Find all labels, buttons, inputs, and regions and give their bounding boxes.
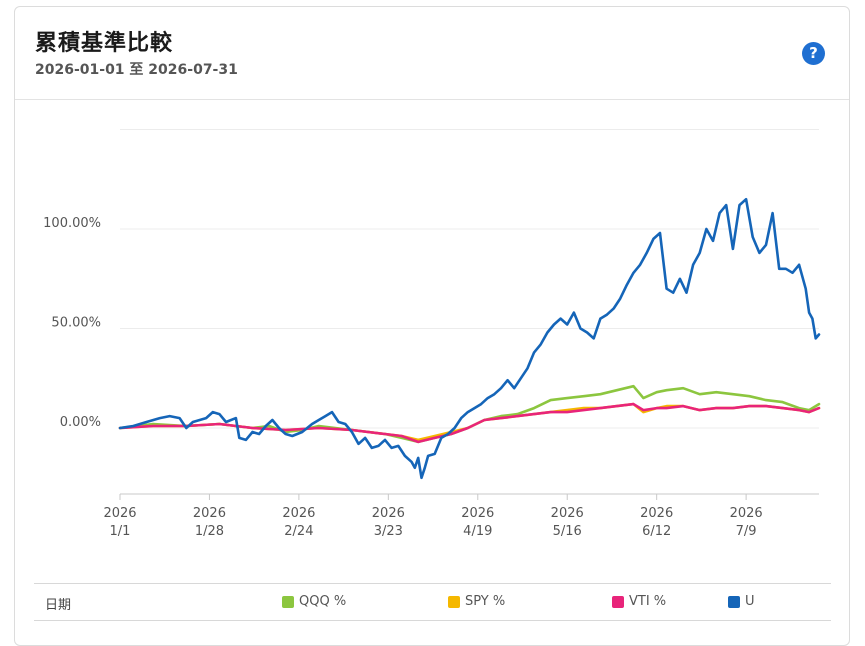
- x-tick-date-label: 1/1: [110, 524, 131, 539]
- x-tick-date-label: 4/19: [463, 524, 492, 539]
- legend-date-label: 日期: [45, 598, 72, 613]
- spy-swatch-icon: [448, 595, 460, 608]
- x-tick-date-label: 3/23: [374, 524, 403, 539]
- legend-bar: 日期 QQQ % SPY % VTI % U: [34, 583, 831, 621]
- legend-label-spy: SPY %: [465, 594, 506, 609]
- legend-item-vti[interactable]: VTI %: [612, 594, 666, 609]
- x-tick-year-label: 2026: [103, 506, 136, 521]
- x-tick-date-label: 2/24: [284, 524, 313, 539]
- legend-label-vti: VTI %: [629, 594, 667, 609]
- header-divider: [15, 99, 849, 100]
- qqq-swatch-icon: [282, 595, 294, 608]
- x-tick-year-label: 2026: [730, 506, 763, 521]
- x-tick-date-label: 6/12: [642, 524, 671, 539]
- series-line-vti: [118, 402, 821, 444]
- x-tick-year-label: 2026: [193, 506, 226, 521]
- question-icon[interactable]: ?: [802, 42, 825, 65]
- series-line-u: [118, 197, 821, 480]
- cumulative-comparison-chart: 100.00% 50.00% 0.00% 2026 1/1 2026 1/28 2026 2/2…: [43, 129, 821, 539]
- x-tick-year-label: 2026: [372, 506, 405, 521]
- u-swatch-icon: [728, 595, 740, 608]
- x-tick-date-label: 1/28: [195, 524, 224, 539]
- legend-item-qqq[interactable]: QQQ %: [282, 594, 346, 609]
- x-tick-year-label: 2026: [461, 506, 494, 521]
- vti-swatch-icon: [612, 595, 624, 608]
- chart-title: 累積基準比較: [35, 31, 174, 56]
- legend-label-u: U: [745, 594, 755, 609]
- x-tick-year-label: 2026: [640, 506, 673, 521]
- x-tick-year-label: 2026: [551, 506, 584, 521]
- x-tick-year-label: 2026: [282, 506, 315, 521]
- legend-label-qqq: QQQ %: [299, 594, 347, 609]
- y-tick-label: 50.00%: [51, 316, 101, 331]
- x-tick-date-label: 5/16: [553, 524, 582, 539]
- series-line-qqq: [118, 384, 821, 444]
- y-tick-label: 0.00%: [60, 415, 101, 430]
- legend-item-spy[interactable]: SPY %: [448, 594, 505, 609]
- x-tick-date-label: 7/9: [736, 524, 757, 539]
- chart-card: 累積基準比較 2026-01-01 至 2026-07-31 ?: [14, 6, 850, 646]
- legend-item-u[interactable]: U: [728, 594, 755, 609]
- date-range-subtitle: 2026-01-01 至 2026-07-31: [35, 62, 238, 78]
- y-tick-label: 100.00%: [43, 216, 101, 231]
